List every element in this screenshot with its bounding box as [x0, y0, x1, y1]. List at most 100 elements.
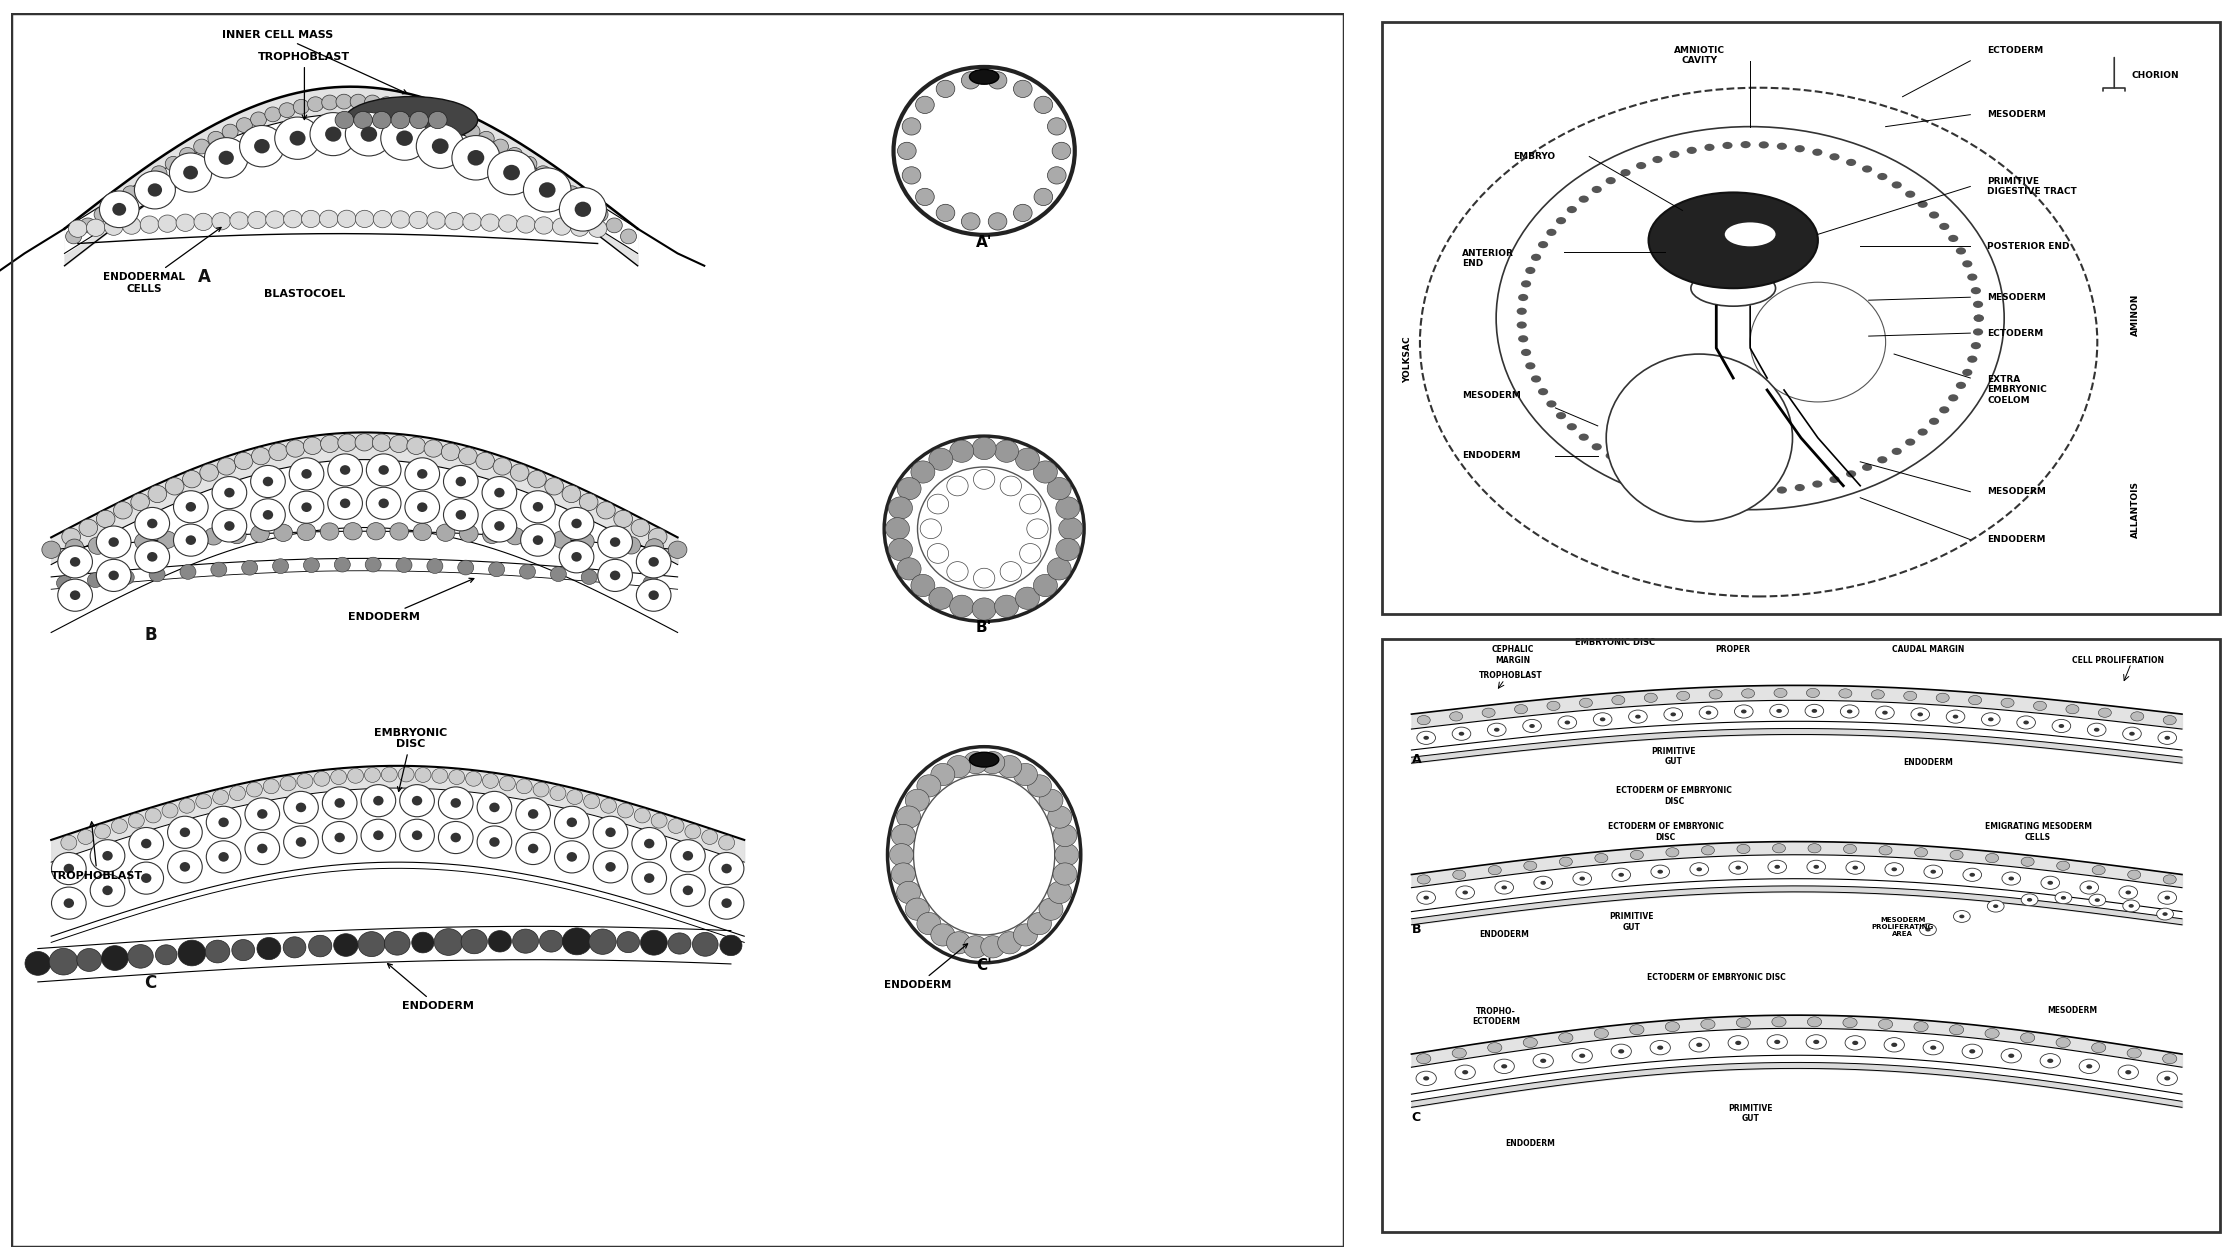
Circle shape: [571, 519, 582, 528]
Circle shape: [1033, 575, 1057, 597]
Circle shape: [560, 508, 594, 539]
Circle shape: [1599, 717, 1606, 721]
Circle shape: [365, 94, 381, 110]
Circle shape: [258, 809, 267, 819]
Circle shape: [96, 510, 114, 528]
Circle shape: [1846, 709, 1852, 713]
Circle shape: [562, 485, 580, 503]
Circle shape: [1736, 1041, 1740, 1045]
Circle shape: [296, 803, 307, 813]
Circle shape: [1935, 693, 1949, 702]
Circle shape: [1454, 871, 1465, 879]
Circle shape: [206, 806, 242, 838]
Circle shape: [988, 72, 1008, 89]
Circle shape: [237, 117, 253, 132]
Circle shape: [287, 440, 305, 457]
Circle shape: [623, 537, 641, 554]
Circle shape: [148, 552, 157, 562]
Circle shape: [885, 518, 909, 539]
Circle shape: [685, 824, 701, 839]
Circle shape: [195, 213, 213, 231]
Circle shape: [379, 465, 390, 475]
Circle shape: [58, 546, 92, 578]
Circle shape: [515, 779, 533, 794]
Circle shape: [228, 527, 246, 544]
Circle shape: [258, 844, 267, 853]
Circle shape: [123, 185, 139, 200]
Circle shape: [2130, 732, 2135, 736]
Circle shape: [1418, 874, 1431, 885]
Circle shape: [372, 111, 392, 129]
Circle shape: [1548, 702, 1559, 711]
Circle shape: [638, 929, 668, 956]
Circle shape: [567, 790, 582, 804]
Circle shape: [284, 210, 302, 228]
Circle shape: [108, 197, 123, 212]
Circle shape: [2090, 895, 2106, 906]
Circle shape: [896, 806, 921, 828]
Circle shape: [446, 213, 464, 229]
Circle shape: [412, 796, 423, 805]
Circle shape: [1929, 418, 1940, 425]
Circle shape: [334, 798, 345, 808]
Circle shape: [439, 788, 473, 819]
Circle shape: [1884, 1038, 1904, 1052]
Circle shape: [553, 218, 571, 236]
Text: ENDODERM: ENDODERM: [349, 578, 475, 622]
Circle shape: [130, 828, 164, 859]
Circle shape: [1501, 1065, 1508, 1068]
Circle shape: [1487, 1042, 1501, 1052]
Circle shape: [390, 523, 408, 541]
Circle shape: [253, 139, 269, 154]
Text: TROPHOBLAST: TROPHOBLAST: [258, 52, 349, 120]
Circle shape: [1915, 848, 1929, 857]
Circle shape: [345, 112, 392, 156]
Circle shape: [665, 931, 692, 956]
Circle shape: [1687, 146, 1696, 154]
Circle shape: [972, 598, 997, 620]
Text: ECTODERM: ECTODERM: [1987, 329, 2043, 338]
Circle shape: [112, 203, 125, 215]
Circle shape: [428, 212, 446, 229]
Circle shape: [482, 510, 517, 542]
Circle shape: [459, 525, 477, 542]
Circle shape: [408, 103, 423, 117]
Circle shape: [87, 537, 108, 554]
Circle shape: [1564, 721, 1570, 724]
Circle shape: [1891, 181, 1902, 189]
Circle shape: [1579, 698, 1593, 707]
Circle shape: [721, 898, 732, 908]
Circle shape: [1418, 731, 1436, 745]
Circle shape: [1962, 1045, 1982, 1058]
Circle shape: [1971, 287, 1980, 295]
Circle shape: [69, 591, 81, 600]
Circle shape: [605, 828, 616, 837]
Circle shape: [894, 67, 1075, 234]
Circle shape: [1523, 861, 1537, 871]
Circle shape: [101, 945, 128, 970]
Circle shape: [1875, 706, 1895, 719]
Circle shape: [647, 591, 659, 600]
Circle shape: [1541, 881, 1546, 885]
Circle shape: [504, 165, 520, 180]
Circle shape: [1606, 178, 1615, 184]
Circle shape: [564, 930, 589, 953]
Circle shape: [506, 147, 522, 163]
Circle shape: [1904, 190, 1915, 198]
Circle shape: [96, 525, 130, 558]
Circle shape: [168, 816, 202, 848]
Circle shape: [220, 151, 233, 165]
Text: ALLANTOIS: ALLANTOIS: [2130, 481, 2139, 538]
Circle shape: [576, 202, 591, 217]
Circle shape: [2128, 1048, 2141, 1058]
Circle shape: [2079, 1060, 2099, 1074]
Circle shape: [1700, 1019, 1716, 1029]
Circle shape: [1846, 159, 1857, 166]
Text: ENDODERM: ENDODERM: [1987, 536, 2045, 544]
Text: ENDODERM: ENDODERM: [885, 944, 968, 990]
Circle shape: [213, 213, 231, 229]
Circle shape: [488, 837, 500, 847]
Circle shape: [1956, 382, 1967, 389]
Text: MESODERM: MESODERM: [1987, 488, 2045, 496]
Circle shape: [997, 931, 1021, 954]
